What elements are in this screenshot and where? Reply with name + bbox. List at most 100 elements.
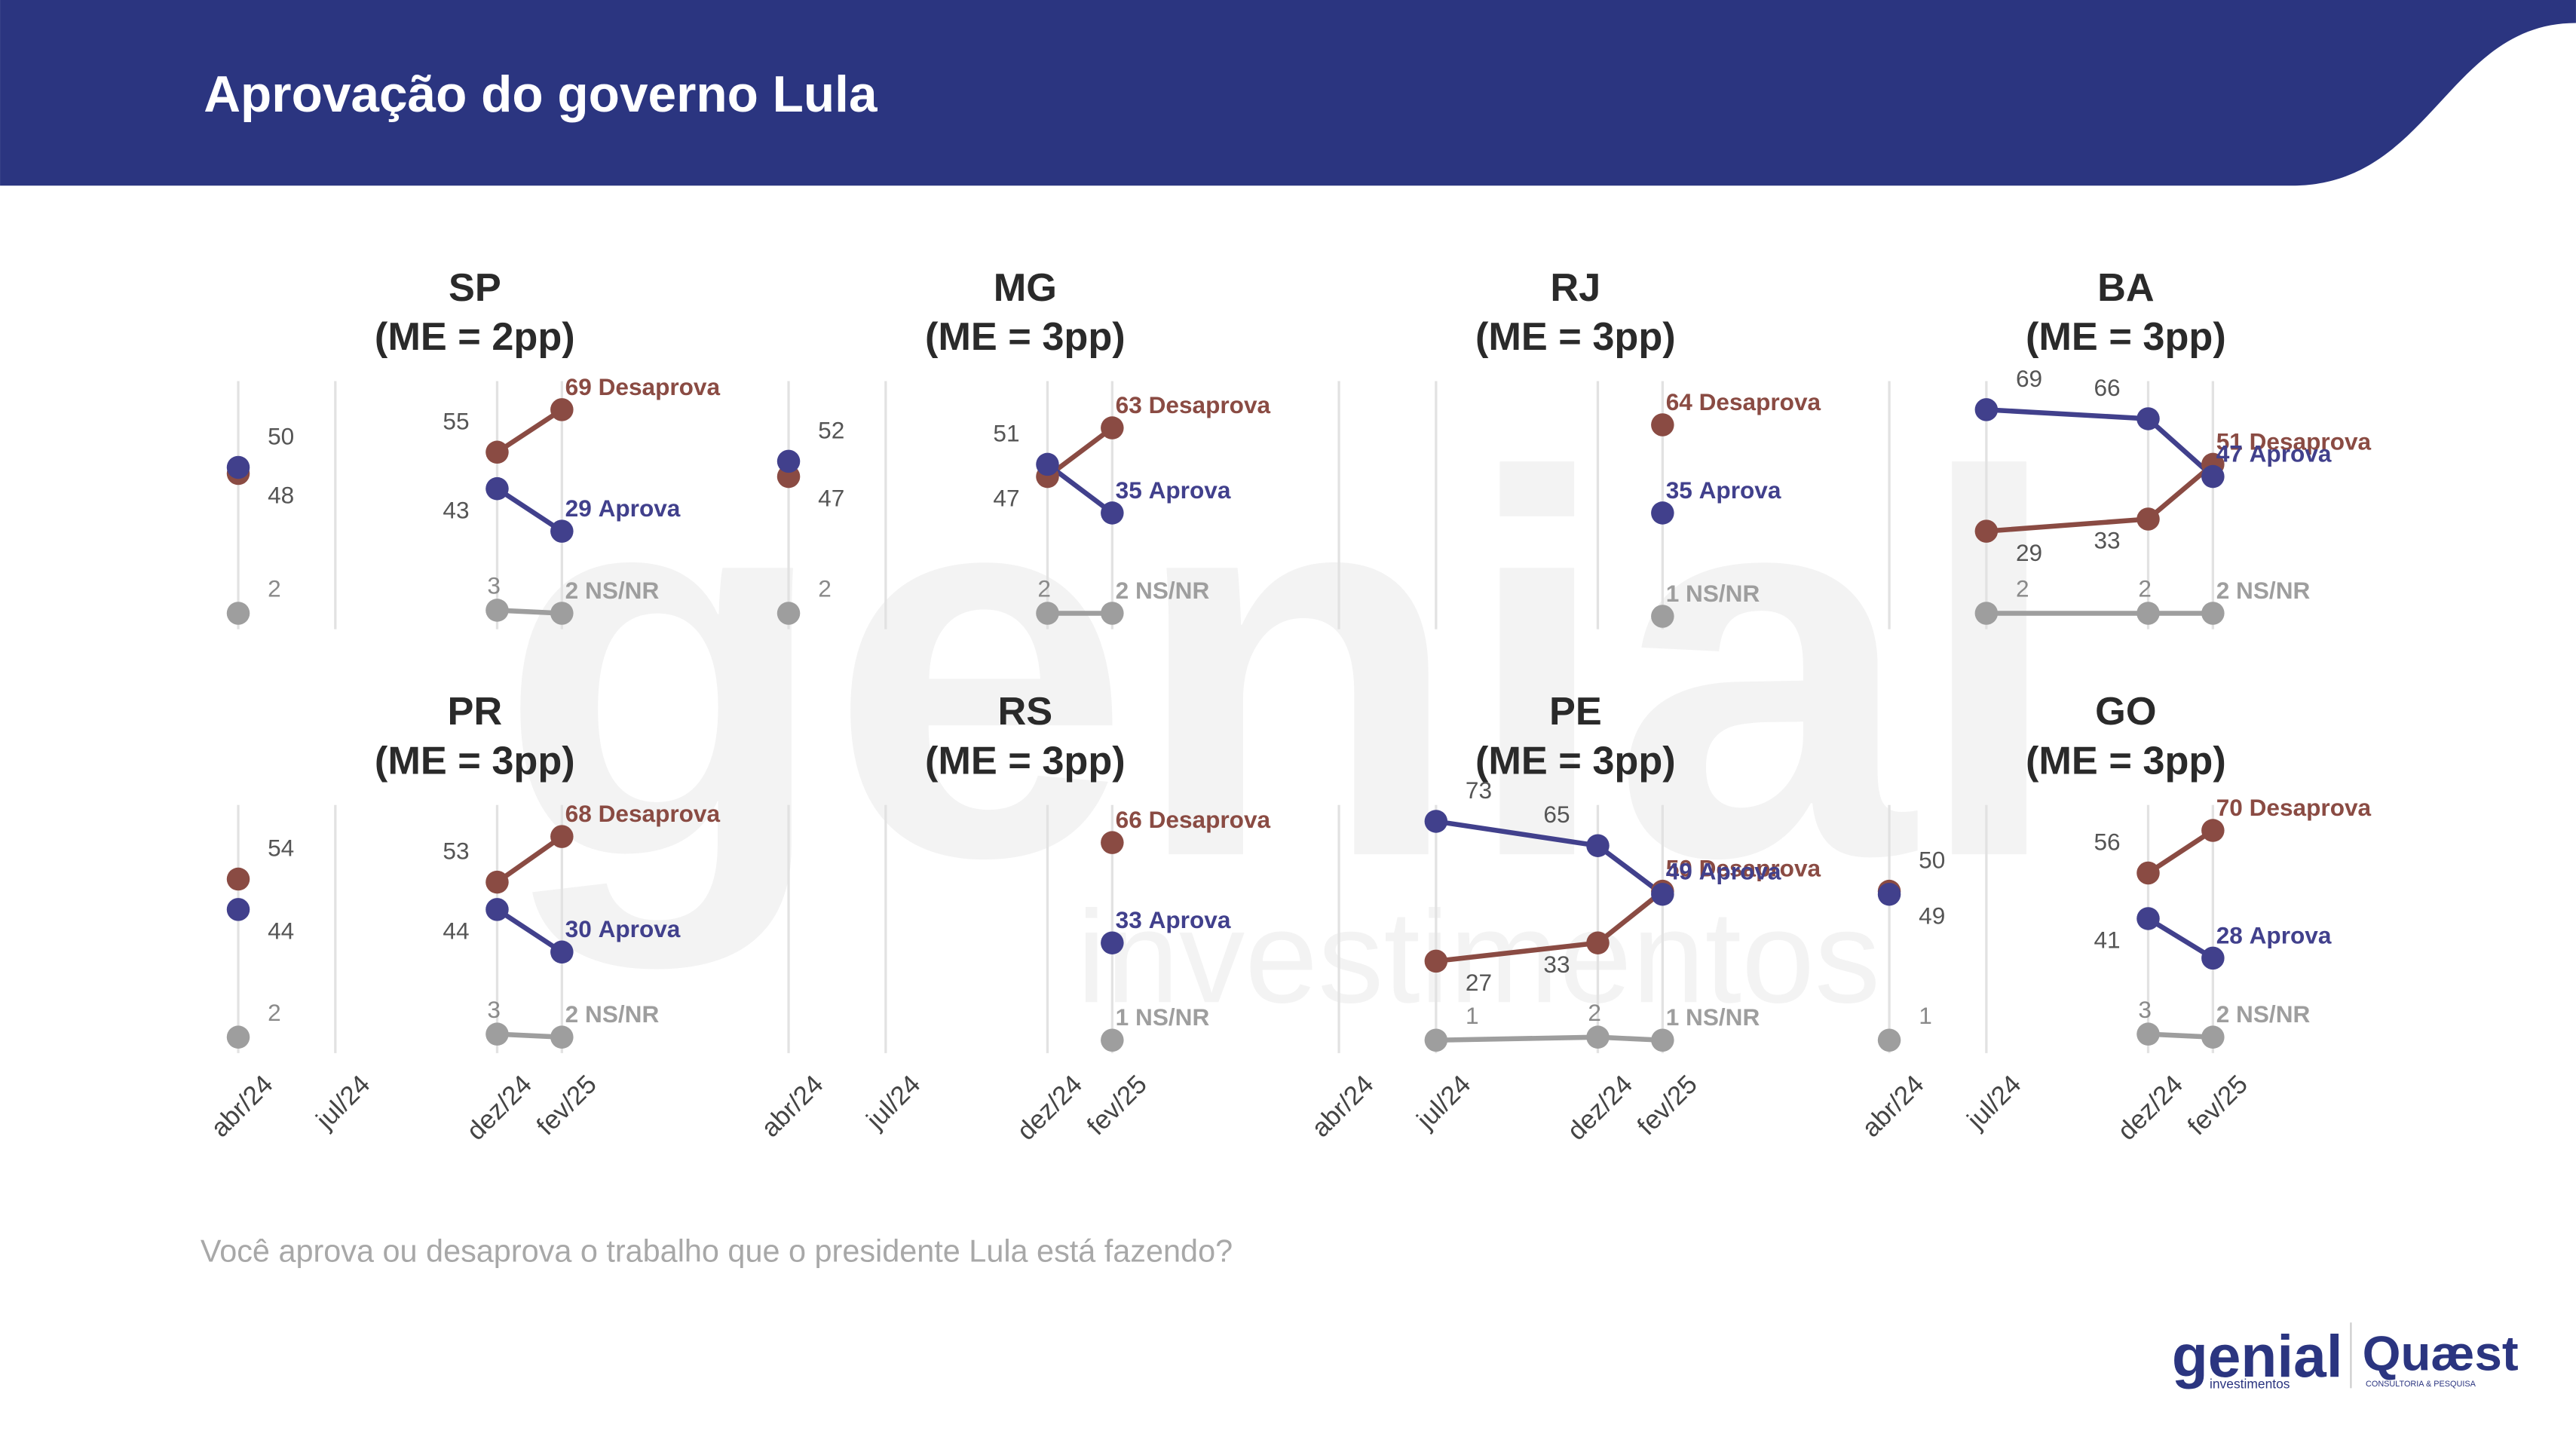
value-label: 1 [1466, 1002, 1479, 1029]
value-label: 73 [1466, 777, 1492, 804]
series-line [495, 486, 564, 534]
end-label: 1 NS/NR [1666, 580, 1760, 607]
value-label: 55 [443, 407, 469, 434]
value-label: 3 [2138, 996, 2152, 1023]
data-point [550, 940, 574, 964]
value-label: 35 [1666, 476, 1692, 504]
value-label: 2 [268, 999, 281, 1026]
end-label: 2 NS/NR [1116, 577, 1210, 604]
series-name: NS/NR [1686, 1003, 1760, 1031]
end-label: 2 NS/NR [565, 1000, 660, 1028]
panel: SP (ME = 2pp) 48 55 69 Desaprova 50 43 29 Aprov… [226, 266, 721, 630]
value-label: 69 [565, 373, 592, 400]
series-line [1046, 462, 1114, 516]
value-label: 70 [2216, 794, 2243, 821]
page-title: Aprovação do governo Lula [204, 66, 878, 123]
value-label: 2 [565, 1000, 579, 1028]
panel: RJ (ME = 3pp) 64 Desaprova 35 Aprova 1 NS/NR [1337, 266, 1821, 630]
end-label: 66 Desaprova [1116, 806, 1271, 833]
data-point [2136, 907, 2160, 930]
end-label: 64 Desaprova [1666, 388, 1821, 415]
panel-subtitle: (ME = 3pp) [925, 315, 1126, 359]
series-name: NS/NR [1686, 580, 1760, 607]
value-label: 52 [818, 416, 844, 443]
value-label: 2 [1116, 577, 1129, 604]
data-point [1651, 501, 1674, 525]
series-line [495, 907, 564, 954]
value-label: 2 [1588, 999, 1601, 1026]
value-label: 28 [2216, 921, 2243, 948]
value-label: 2 [2138, 575, 2152, 602]
end-label: 33 Aprova [1116, 906, 1231, 933]
value-label: 30 [565, 915, 592, 942]
end-label: 68 Desaprova [565, 800, 721, 827]
series-name: Aprova [1149, 476, 1231, 504]
value-label: 2 [268, 575, 281, 602]
end-label: 70 Desaprova [2216, 794, 2372, 821]
value-label: 66 [2094, 374, 2120, 401]
data-point [1974, 519, 1999, 543]
end-label: 2 NS/NR [565, 577, 660, 604]
logo-genial-sub: investimentos [2210, 1376, 2290, 1391]
series-name: NS/NR [2236, 1000, 2310, 1028]
end-label: 35 Aprova [1666, 476, 1781, 504]
value-label: 48 [268, 481, 294, 508]
end-label: 2 NS/NR [2216, 577, 2311, 604]
panel-subtitle: (ME = 3pp) [375, 739, 575, 783]
value-label: 49 [1919, 902, 1945, 929]
panel-title: RS [998, 690, 1053, 734]
logo-genial: genial [2172, 1323, 2343, 1389]
data-point [1651, 605, 1674, 628]
panel-title: BA [2097, 266, 2155, 310]
data-point [485, 476, 509, 501]
data-point [550, 825, 574, 848]
data-point [485, 599, 509, 622]
value-label: 50 [1919, 847, 1945, 874]
value-label: 41 [2094, 927, 2120, 954]
panel: MG (ME = 3pp) 47 47 63 Desaprova 52 51 35 Aprov… [776, 266, 1271, 630]
value-label: 47 [2216, 440, 2243, 467]
series-name: NS/NR [585, 577, 659, 604]
series-name: Aprova [599, 915, 681, 942]
data-point [2136, 407, 2160, 430]
end-label: 29 Aprova [565, 495, 681, 522]
series-name: Desaprova [1149, 391, 1271, 418]
data-point [485, 440, 509, 464]
value-label: 2 [565, 577, 579, 604]
series-line [1046, 425, 1114, 479]
data-point [2201, 464, 2225, 489]
value-label: 66 [1116, 806, 1142, 833]
data-point [1974, 602, 1999, 625]
data-point [1036, 602, 1059, 625]
panel-subtitle: (ME = 3pp) [2026, 739, 2226, 783]
data-point [1877, 882, 1901, 906]
value-label: 33 [1116, 906, 1142, 933]
panel-title: RJ [1550, 266, 1600, 310]
value-label: 2 [818, 575, 832, 602]
value-label: 63 [1116, 391, 1142, 418]
data-point [1101, 602, 1124, 625]
data-point [776, 602, 801, 625]
end-label: 35 Aprova [1116, 476, 1231, 504]
end-label: 2 NS/NR [2216, 1000, 2311, 1028]
series-name: NS/NR [1135, 577, 1209, 604]
data-point [226, 1025, 250, 1049]
panel-title: SP [449, 266, 501, 310]
end-label: 49 Aprova [1666, 858, 1781, 885]
end-label: 51 Desaprova [2216, 427, 2372, 455]
value-label: 56 [2094, 828, 2120, 855]
series-name: Desaprova [2250, 794, 2372, 821]
data-point [2136, 602, 2160, 625]
data-point [1877, 1028, 1901, 1052]
value-label: 47 [993, 484, 1019, 511]
value-label: 64 [1666, 388, 1693, 415]
series-name: Desaprova [1149, 806, 1271, 833]
value-label: 29 [565, 495, 592, 522]
panel-title: GO [2095, 690, 2156, 734]
value-label: 1 [1919, 1002, 1932, 1029]
data-point [226, 898, 250, 921]
end-label: 50 Desaprova [1666, 855, 1821, 882]
